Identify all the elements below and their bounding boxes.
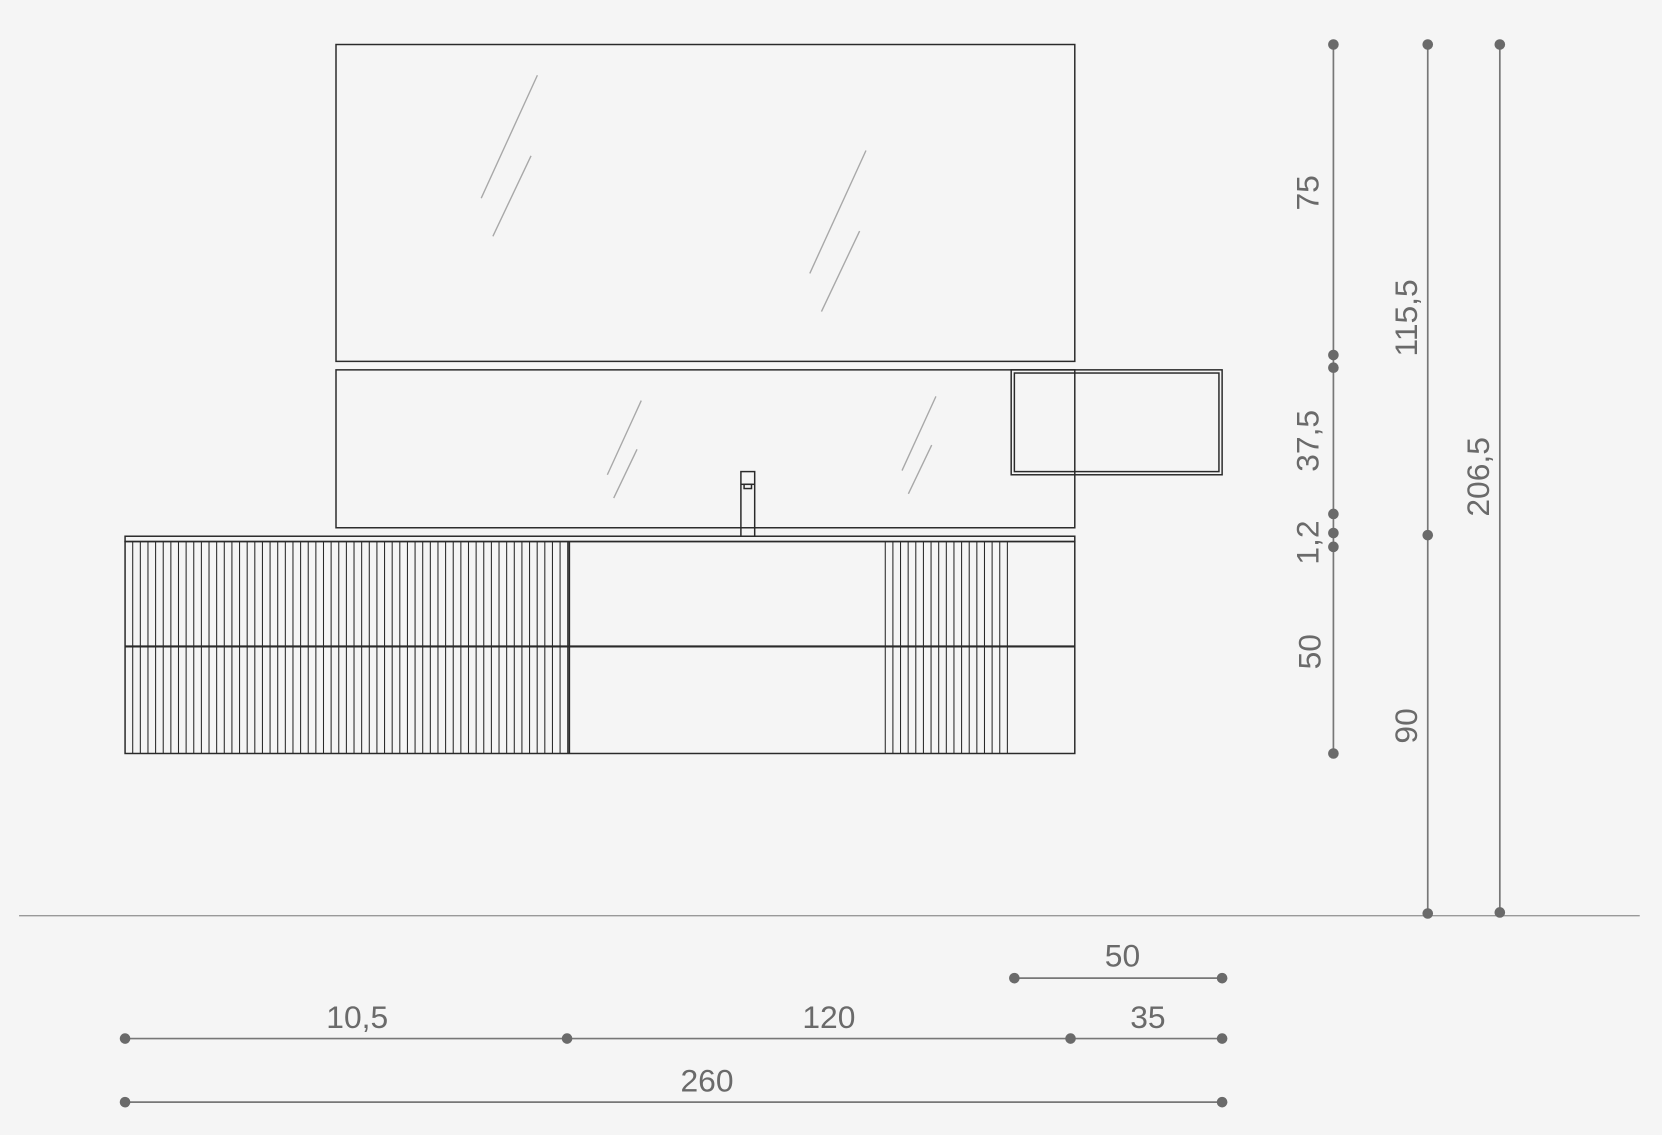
dimension-endpoint xyxy=(1328,349,1339,361)
dimension-endpoint xyxy=(119,1096,131,1108)
dimension-endpoint xyxy=(1328,362,1339,374)
upper-mirror xyxy=(335,43,1076,363)
vertical-dimension-a: 75 37,5 1,2 50 xyxy=(1290,39,1339,759)
dim-35: 35 xyxy=(1130,999,1165,1035)
dim-260: 260 xyxy=(680,1063,733,1099)
dimension-endpoint xyxy=(1328,527,1339,539)
dimension-endpoint xyxy=(1328,541,1339,553)
dimension-endpoint xyxy=(1065,1033,1076,1044)
dimension-endpoint xyxy=(1216,1033,1228,1044)
dimension-endpoint xyxy=(1422,908,1434,919)
dim-115-5: 115,5 xyxy=(1388,279,1424,356)
dim-90: 90 xyxy=(1388,708,1424,743)
dim-50-cabinet: 50 xyxy=(1292,634,1328,669)
dim-206-5: 206,5 xyxy=(1460,437,1496,517)
cabinet xyxy=(124,540,1076,755)
dimension-endpoint xyxy=(1494,39,1506,50)
vertical-dimension-b: 115,5 90 xyxy=(1388,39,1434,919)
dim-120: 120 xyxy=(802,999,855,1035)
dimension-endpoint xyxy=(1216,1096,1228,1108)
dimension-endpoint xyxy=(1422,39,1434,50)
horizontal-dimension-units: 10,5 120 35 xyxy=(119,999,1228,1044)
horizontal-dimension-shelf: 50 xyxy=(1009,938,1228,984)
dimension-endpoint xyxy=(1009,972,1020,984)
fluted-panel-right xyxy=(884,541,1008,754)
faucet xyxy=(740,470,756,537)
lower-mirror xyxy=(335,369,1076,529)
side-shelf xyxy=(1010,369,1223,476)
vertical-dimension-c: 206,5 xyxy=(1460,39,1506,918)
dimension-endpoint xyxy=(1494,907,1506,918)
dimension-endpoint xyxy=(1422,529,1434,541)
dimension-endpoint xyxy=(1328,39,1339,50)
fluted-panel-left xyxy=(132,541,569,754)
dimension-endpoint xyxy=(119,1033,131,1044)
lower-mirror-reflection xyxy=(606,396,937,499)
upper-mirror-reflection xyxy=(480,74,867,312)
horizontal-dimension-total: 260 xyxy=(119,1063,1228,1108)
worktop xyxy=(124,535,1076,543)
dim-75: 75 xyxy=(1290,175,1326,210)
dimension-endpoint xyxy=(561,1033,573,1044)
dim-10-5: 10,5 xyxy=(326,999,388,1035)
dimension-endpoint xyxy=(1328,508,1339,520)
dim-1-2: 1,2 xyxy=(1290,521,1326,565)
dim-50-shelf: 50 xyxy=(1105,938,1140,974)
dimension-endpoint xyxy=(1216,972,1228,984)
dim-37-5: 37,5 xyxy=(1290,410,1326,472)
dimension-endpoint xyxy=(1328,748,1339,759)
